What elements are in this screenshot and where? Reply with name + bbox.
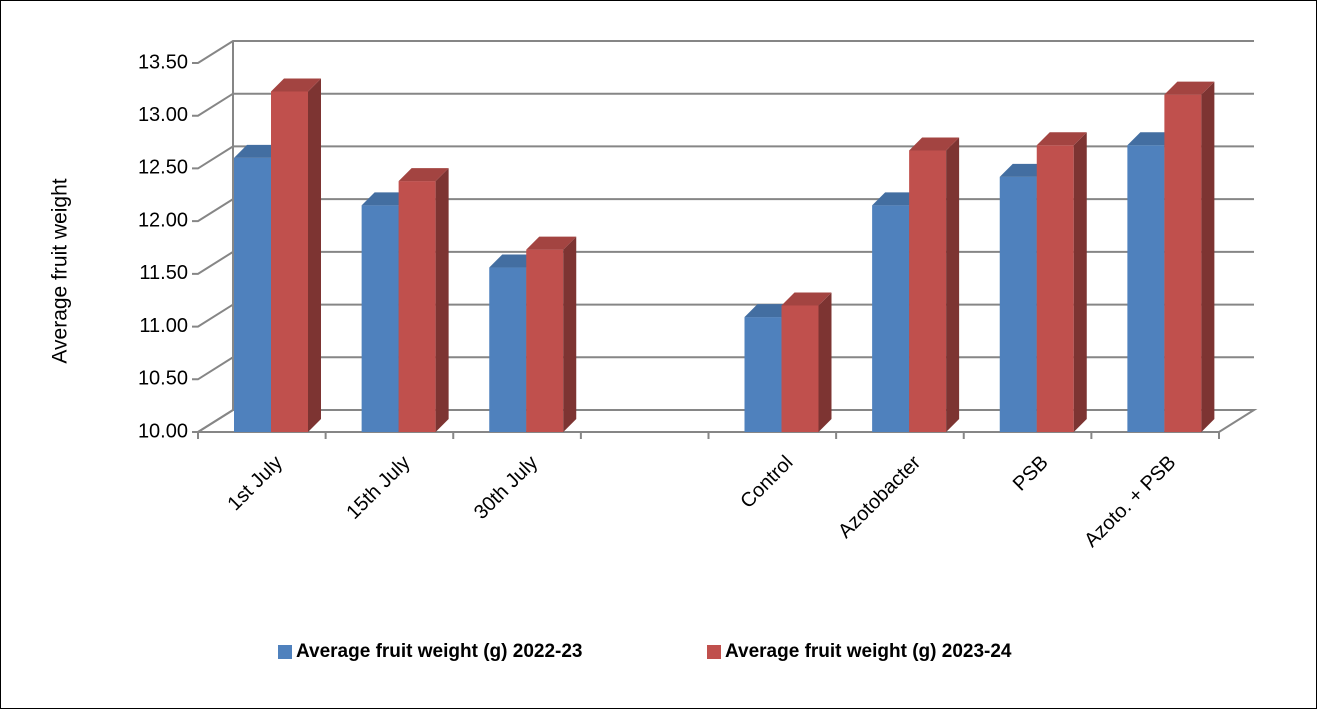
legend-label: Average fruit weight (g) 2022-23 xyxy=(296,641,582,662)
bar-top xyxy=(398,168,449,182)
bar-front xyxy=(1036,145,1074,432)
legend: Average fruit weight (g) 2022-23 Average … xyxy=(278,641,1012,662)
y-axis-label: Average fruit weight xyxy=(49,178,72,363)
bar-front xyxy=(999,176,1037,432)
gridline xyxy=(192,92,1254,117)
bar-side xyxy=(946,137,960,432)
gridline xyxy=(192,409,1254,433)
bar-front xyxy=(526,249,564,432)
x-tick-label: Azotobacter xyxy=(834,451,925,542)
y-tick-label: 10.00 xyxy=(138,420,188,442)
grid-lines xyxy=(192,40,1254,433)
legend-item: Average fruit weight (g) 2022-23 xyxy=(278,641,582,662)
bar-side xyxy=(563,236,577,432)
bar-front xyxy=(909,150,947,432)
gridline xyxy=(192,303,1254,328)
x-tick-labels: 1st July 15th July 30th July Control Azotoba… xyxy=(223,451,1180,551)
x-tick-label: Azoto. + PSB xyxy=(1080,452,1180,552)
legend-item: Average fruit weight (g) 2023-24 xyxy=(707,641,1012,662)
bar-front xyxy=(1127,145,1165,432)
bar-top xyxy=(781,292,832,306)
gridline xyxy=(192,356,1254,381)
x-tick-label: 30th July xyxy=(470,452,542,524)
bar-series2 xyxy=(1164,81,1215,432)
y-tick-label: 10.50 xyxy=(138,368,188,390)
x-tick-label: 1st July xyxy=(223,452,287,516)
bar-series2 xyxy=(398,168,449,432)
y-tick-label: 11.50 xyxy=(139,262,188,284)
y-tick-label: 11.00 xyxy=(139,315,188,337)
bar-front xyxy=(271,91,308,433)
bars xyxy=(234,78,1215,433)
bar-side xyxy=(1073,132,1087,432)
legend-label: Average fruit weight (g) 2023-24 xyxy=(725,641,1012,662)
bar-top xyxy=(526,236,577,250)
bar-top xyxy=(1036,132,1087,146)
bar-front xyxy=(781,305,819,432)
x-tick-label: PSB xyxy=(1009,452,1053,496)
bar-front xyxy=(398,181,436,432)
bar-side xyxy=(1201,81,1215,432)
gridline xyxy=(192,145,1254,170)
bar-series2 xyxy=(1036,132,1087,432)
bar-front xyxy=(1164,94,1202,432)
bar-series2 xyxy=(526,236,577,432)
gridline xyxy=(192,40,1254,64)
x-tick-label: Control xyxy=(736,452,797,513)
chart-walls xyxy=(194,41,1258,439)
y-tick-label: 12.00 xyxy=(138,209,188,231)
y-tick-label: 13.00 xyxy=(138,104,188,126)
bar-top xyxy=(271,78,321,92)
x-tick-label: 15th July xyxy=(342,452,414,524)
bar-front xyxy=(872,205,910,432)
gridline xyxy=(192,198,1254,223)
y-tick-label: 13.50 xyxy=(138,51,188,73)
bar-top xyxy=(1164,81,1215,95)
bar-side xyxy=(818,292,832,432)
y-tick-labels: 10.00 10.50 11.00 11.50 12.00 12.50 13.00 13.50 xyxy=(138,51,188,442)
bar-side xyxy=(308,78,321,433)
bar-side xyxy=(435,168,449,432)
gridline xyxy=(192,250,1254,275)
bar-front xyxy=(489,267,527,432)
chart-floor xyxy=(194,409,1258,433)
legend-swatch xyxy=(707,645,721,659)
bar-front xyxy=(744,317,782,432)
legend-swatch xyxy=(278,645,292,659)
bar-top xyxy=(909,137,960,151)
y-tick-label: 12.50 xyxy=(138,157,188,179)
bar-series2 xyxy=(271,78,321,433)
bar-front xyxy=(361,205,399,432)
bar-series2 xyxy=(781,292,832,432)
bar-series2 xyxy=(909,137,960,432)
bar-front xyxy=(234,157,271,432)
